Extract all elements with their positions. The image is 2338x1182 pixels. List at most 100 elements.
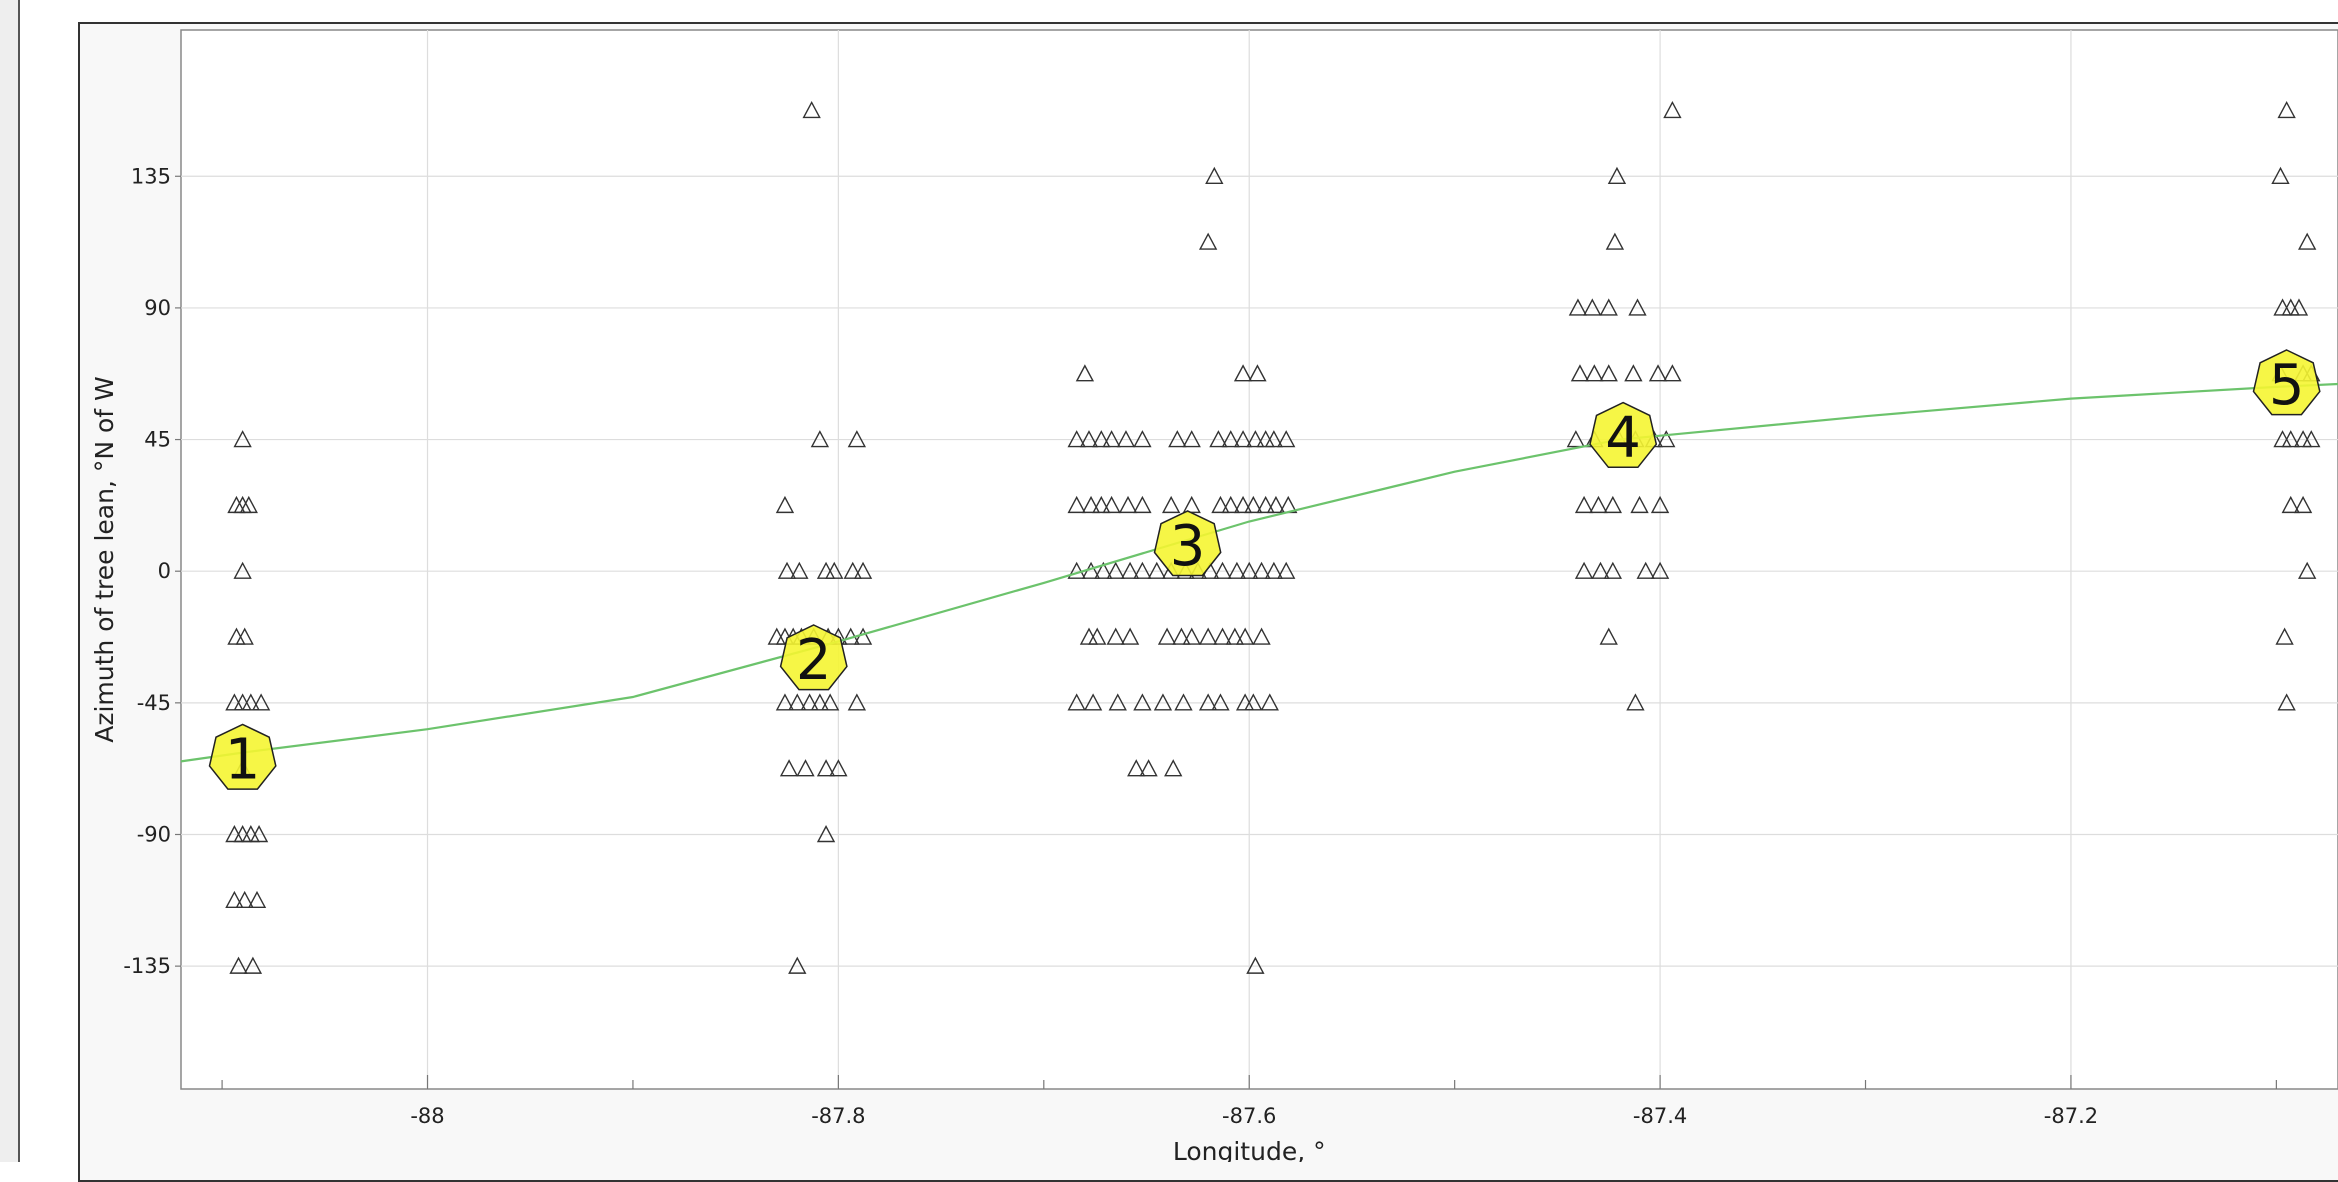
data-point xyxy=(2271,166,2290,184)
data-point xyxy=(775,693,795,711)
data-point xyxy=(1233,430,1253,448)
data-point xyxy=(233,561,252,579)
fit-curve xyxy=(180,382,2338,763)
data-point xyxy=(1102,430,1121,448)
data-point xyxy=(1628,298,1647,316)
data-point xyxy=(1663,364,1682,382)
data-point xyxy=(1079,430,1099,448)
data-point xyxy=(829,759,848,777)
data-point xyxy=(2289,298,2309,316)
site-badge-3: 3 xyxy=(1153,510,1222,579)
badge-number: 5 xyxy=(2269,353,2305,418)
data-point xyxy=(847,430,867,448)
badge-shape xyxy=(779,624,848,691)
data-point xyxy=(1244,495,1263,514)
data-point xyxy=(1147,561,1166,579)
data-point xyxy=(779,759,799,777)
data-point xyxy=(1221,495,1240,514)
data-point xyxy=(816,825,836,843)
data-point xyxy=(251,693,271,711)
data-point xyxy=(1120,561,1140,579)
x-tick-label: -87.2 xyxy=(2044,1104,2098,1128)
badge-shape xyxy=(2252,349,2321,416)
data-point xyxy=(2293,495,2313,514)
data-point xyxy=(1067,495,1086,514)
data-point xyxy=(1233,495,1253,514)
gridlines xyxy=(181,30,2338,1089)
data-point xyxy=(2277,693,2296,711)
data-point xyxy=(1244,693,1263,711)
data-point xyxy=(820,693,840,711)
data-point xyxy=(241,693,261,711)
data-point xyxy=(1133,561,1152,579)
data-point xyxy=(810,693,830,711)
data-point xyxy=(1246,956,1265,974)
data-point xyxy=(1116,430,1136,448)
data-point xyxy=(1133,430,1152,448)
data-point xyxy=(1211,495,1230,514)
y-tick-label: -45 xyxy=(137,691,171,715)
data-point xyxy=(1266,495,1286,514)
data-point xyxy=(1574,495,1594,514)
data-point xyxy=(2275,627,2294,645)
y-tick-label: 90 xyxy=(144,296,171,320)
data-point xyxy=(1589,495,1608,514)
data-point xyxy=(1624,364,1643,382)
data-point xyxy=(1139,759,1158,777)
y-tick-label: 135 xyxy=(131,164,171,188)
data-point xyxy=(2302,430,2321,448)
badge-shape xyxy=(208,723,277,790)
data-point xyxy=(1650,561,1670,579)
data-point xyxy=(1081,495,1101,514)
data-point xyxy=(1198,693,1218,711)
x-tick-label: -87.4 xyxy=(1633,1104,1687,1128)
data-point xyxy=(1120,627,1140,645)
data-point xyxy=(1603,495,1623,514)
y-axis-ticks: -135 -90 -45 0 45 90 135 xyxy=(123,164,181,978)
plot-area xyxy=(180,29,2338,1090)
data-point xyxy=(825,561,844,579)
data-point xyxy=(1568,298,1588,316)
data-point xyxy=(1585,364,1604,382)
site-badge-1: 1 xyxy=(208,723,277,792)
data-point xyxy=(247,890,267,909)
data-point xyxy=(1227,561,1247,579)
data-point xyxy=(1182,627,1201,645)
data-point xyxy=(1161,495,1181,514)
badge-number: 2 xyxy=(796,628,832,693)
data-point xyxy=(1607,166,1627,184)
data-point xyxy=(1264,561,1284,579)
data-point xyxy=(1205,166,1224,184)
x-tick-label: -88 xyxy=(410,1104,444,1128)
data-point xyxy=(1648,364,1668,382)
data-point xyxy=(225,890,244,909)
data-point xyxy=(810,430,830,448)
data-point xyxy=(1102,495,1121,514)
data-point xyxy=(1067,430,1086,448)
site-badge-2: 2 xyxy=(779,624,848,693)
site-badge-5: 5 xyxy=(2252,349,2321,418)
data-point xyxy=(802,100,821,119)
data-point xyxy=(1603,561,1623,579)
data-point xyxy=(847,693,867,711)
data-point xyxy=(2298,232,2317,250)
data-point xyxy=(235,627,254,645)
data-point xyxy=(1566,430,1586,448)
data-point xyxy=(1599,627,1618,645)
data-point xyxy=(239,495,258,514)
y-tick-label: -135 xyxy=(123,954,171,978)
data-point xyxy=(800,693,819,711)
data-point xyxy=(1235,627,1255,645)
data-point xyxy=(1133,693,1152,711)
data-point xyxy=(777,561,797,579)
data-point xyxy=(1067,693,1086,711)
data-point xyxy=(2277,100,2296,119)
data-point xyxy=(1225,627,1245,645)
x-axis-ticks: -88 -87.8 -87.6 -87.4 -87.2 xyxy=(221,1075,2277,1128)
data-point xyxy=(1583,298,1602,316)
data-point xyxy=(1605,232,1625,250)
x-tick-label: -87.6 xyxy=(1222,1104,1276,1128)
data-point xyxy=(1075,364,1095,382)
data-point xyxy=(1570,364,1590,382)
